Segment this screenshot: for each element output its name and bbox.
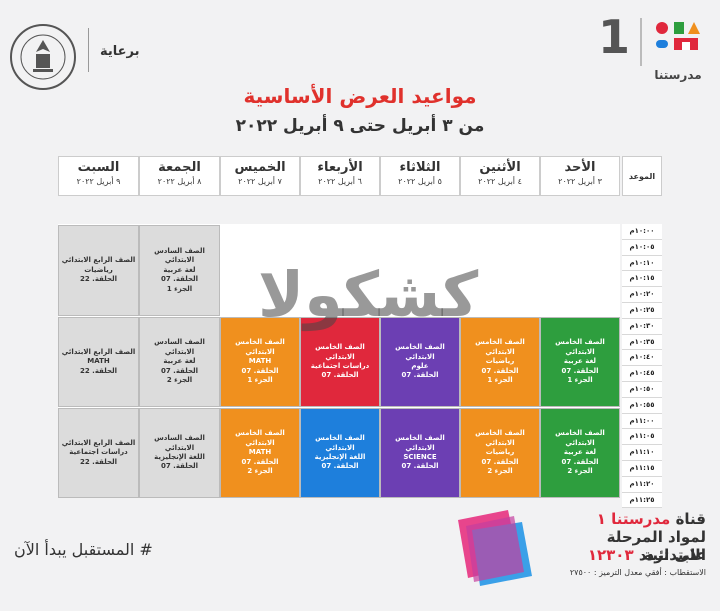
schedule-cell-monday-2: الصف الخامس الابتدائي رياضيات الحلقة. 07… <box>460 317 540 407</box>
time-slot: ١٠:٣٥م <box>622 334 662 351</box>
day-header-monday: الأثنين ٤ أبريل ٢٠٢٢ <box>460 156 540 196</box>
folders-icon <box>458 510 532 586</box>
time-slot: ١٠:٥٥م <box>622 397 662 414</box>
schedule-cell-wednesday-3: الصف الخامس الابتدائي اللغة الإنجليزية ا… <box>300 408 380 498</box>
day-header-sunday: الأحد ٣ أبريل ٢٠٢٢ <box>540 156 620 196</box>
time-slot: ١١:١٠م <box>622 445 662 461</box>
time-slot: ١١:٢٠م <box>622 476 662 493</box>
schedule-cell-friday-2: الصف السادس الابتدائي لغة عربية الحلقة. … <box>139 317 220 407</box>
schedule-cell-thursday-2: الصف الخامس الابتدائي MATH الحلقة. 07 ال… <box>220 317 300 407</box>
brand-logo-icon <box>656 22 700 50</box>
day-header-wednesday: الأربعاء ٦ أبريل ٢٠٢٢ <box>300 156 380 196</box>
schedule-cell-wednesday-2: الصف الخامس الابتدائي دراسات اجتماعية ال… <box>300 317 380 407</box>
time-slot: ١٠:١٥م <box>622 271 662 288</box>
schedule-cell-saturday-1: الصف الرابع الابتدائي رياضيات الحلقة. 22 <box>58 225 139 316</box>
time-slot: ١٠:٤٠م <box>622 350 662 367</box>
time-slot: ١٠:٣٠م <box>622 318 662 335</box>
time-slot: ١٠:٠٠م <box>622 224 662 240</box>
channel-frequency: على تردد ١٢٣٠٣ <box>587 546 706 564</box>
brand-name: مدرستنا <box>654 68 702 82</box>
brand-number: 1 <box>598 10 631 64</box>
time-slot: ١٠:٤٥م <box>622 366 662 382</box>
reception-info: الاستقطاب : أفقي معدل الترميز : ٢٧٥٠٠ <box>569 568 706 577</box>
time-slot: ١١:٠٠م <box>622 413 662 430</box>
time-slot: ١١:١٥م <box>622 460 662 477</box>
schedule-cell-thursday-3: الصف الخامس الابتدائي MATH الحلقة. 07 ال… <box>220 408 300 498</box>
schedule-cell-tuesday-2: الصف الخامس الابتدائي علوم الحلقة. 07 <box>380 317 460 407</box>
schedule-cell-friday-3: الصف السادس الابتدائي اللغة الإنجليزية ا… <box>139 408 220 498</box>
channel-subtitle: لمواد المرحلة الابتدائية <box>606 528 706 564</box>
sponsor-label: برعاية <box>100 44 140 59</box>
time-slot: ١١:٢٥م <box>622 492 662 509</box>
page-title: مواعيد العرض الأساسية <box>243 84 477 108</box>
slogan: # المستقبل يبدأ الآن <box>14 540 153 559</box>
time-column-header: الموعد <box>622 156 662 196</box>
schedule-cell-sunday-3: الصف الخامس الابتدائي لغة عربية الحلقة. … <box>540 408 620 498</box>
schedule-cell-tuesday-3: الصف الخامس الابتدائي SCIENCE الحلقة. 07 <box>380 408 460 498</box>
watermark: كشكولا <box>258 258 480 331</box>
day-header-friday: الجمعة ٨ أبريل ٢٠٢٢ <box>139 156 220 196</box>
schedule-cell-monday-3: الصف الخامس الابتدائي رياضيات الحلقة. 07… <box>460 408 540 498</box>
brand-divider <box>640 18 642 66</box>
day-header-saturday: السبت ٩ أبريل ٢٠٢٢ <box>58 156 139 196</box>
schedule-cell-saturday-2: الصف الرابع الابتدائي MATH الحلقة. 22 <box>58 317 139 407</box>
sponsor-divider <box>88 28 89 72</box>
time-slot: ١٠:٢٥م <box>622 302 662 319</box>
day-header-thursday: الخميس ٧ أبريل ٢٠٢٢ <box>220 156 300 196</box>
schedule-cell-friday-1: الصف السادس الابتدائي لغة عربية الحلقة. … <box>139 225 220 316</box>
schedule-cell-sunday-2: الصف الخامس الابتدائي لغة عربية الحلقة. … <box>540 317 620 407</box>
page-subtitle: من ٣ أبريل حتى ٩ أبريل ٢٠٢٢ <box>235 116 485 136</box>
day-header-tuesday: الثلاثاء ٥ أبريل ٢٠٢٢ <box>380 156 460 196</box>
time-slot: ١٠:٠٥م <box>622 239 662 256</box>
time-slot: ١١:٠٥م <box>622 429 662 446</box>
time-slot: ١٠:٥٠م <box>622 381 662 398</box>
time-slots: ١٠:٠٠م ١٠:٠٥م ١٠:١٠م ١٠:١٥م ١٠:٢٠م ١٠:٢٥… <box>622 224 662 509</box>
channel-title: قناة مدرستنا ١ <box>596 510 706 528</box>
time-slot: ١٠:١٠م <box>622 255 662 272</box>
time-slot: ١٠:٢٠م <box>622 287 662 303</box>
schedule-cell-saturday-3: الصف الرابع الابتدائي دراسات اجتماعية ال… <box>58 408 139 498</box>
ministry-seal-icon <box>10 24 76 90</box>
